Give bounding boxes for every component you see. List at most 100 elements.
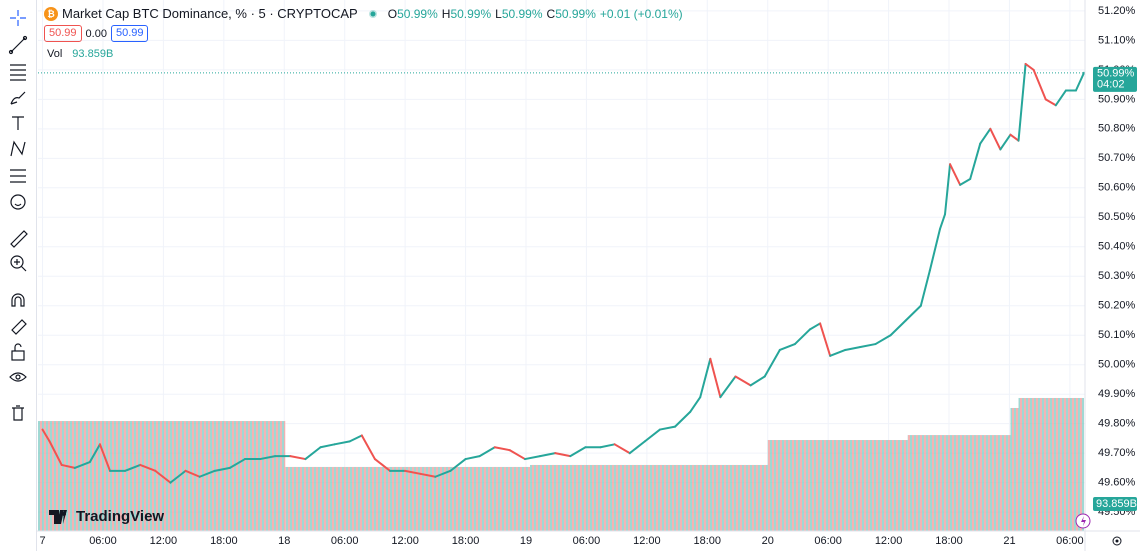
x-tick-label: 19	[520, 535, 532, 547]
x-tick-label: 18:00	[935, 535, 963, 547]
price-segment	[88, 443, 101, 464]
price-segment	[949, 163, 962, 186]
x-tick-label: 20	[762, 535, 774, 547]
text-tool[interactable]	[12, 116, 24, 130]
low-label: L	[495, 6, 502, 21]
x-tick-label: 06:00	[814, 535, 842, 547]
sell-button[interactable]: 50.99	[44, 25, 82, 42]
x-tick-label: 18	[278, 535, 290, 547]
price-segment	[478, 446, 496, 458]
price-segment	[1017, 62, 1027, 142]
volume-label: Vol	[47, 47, 63, 60]
x-tick-label: 21	[1003, 535, 1015, 547]
low-value: 50.99%	[501, 6, 543, 21]
trend-line-tool[interactable]	[8, 35, 28, 55]
legend-title-row: ₿ Market Cap BTC Dominance, % · 5 · CRYP…	[44, 5, 687, 22]
volume-bar	[1018, 397, 1084, 531]
y-tick-label: 51.10%	[1098, 34, 1136, 46]
open-label: O	[387, 6, 398, 21]
volume-value: 93.859B	[72, 47, 114, 60]
x-tick-label: 06:00	[331, 535, 359, 547]
bitcoin-icon: ₿	[44, 6, 58, 21]
countdown-label: 04:02	[1097, 79, 1125, 91]
price-segment	[259, 455, 277, 461]
crosshair-tool[interactable]	[10, 10, 26, 26]
x-tick-label: 06:00	[1056, 535, 1084, 547]
price-segment	[1054, 89, 1067, 107]
price-segment	[154, 469, 172, 484]
price-segment	[819, 322, 832, 357]
last-price-label: 50.99%	[1097, 68, 1135, 80]
last-price-box	[1093, 66, 1137, 92]
price-segment	[943, 163, 952, 216]
x-tick-label: 06:00	[573, 535, 601, 547]
ruler-tool[interactable]	[10, 230, 28, 248]
price-segment	[658, 425, 677, 431]
close-value: 50.99%	[555, 6, 596, 21]
delete-tool[interactable]	[12, 405, 24, 421]
price-segment	[938, 213, 946, 231]
price-segment	[793, 328, 812, 346]
magnet-tool[interactable]	[11, 293, 25, 307]
price-segment	[844, 346, 862, 351]
change-value: +0.01 (+0.01%)	[599, 6, 683, 21]
price-segment	[554, 452, 572, 458]
volume-bar	[907, 435, 1011, 531]
fib-tool[interactable]	[10, 64, 26, 81]
price-segment	[98, 443, 112, 472]
lock-draw-tool[interactable]	[11, 319, 27, 335]
x-tick-label: 7	[39, 535, 45, 547]
brush-tool[interactable]	[10, 91, 26, 105]
x-tick-label: 12:00	[875, 535, 903, 547]
y-tick-label: 49.80%	[1098, 418, 1136, 430]
y-tick-label: 50.20%	[1098, 300, 1136, 312]
x-tick-label: 18:00	[694, 535, 722, 547]
volume-last-label: 93.859B	[1096, 498, 1137, 510]
price-segment	[569, 446, 587, 458]
price-segment	[969, 142, 982, 180]
price-segment	[699, 357, 712, 399]
price-segment	[404, 469, 422, 475]
price-segment	[213, 466, 231, 472]
y-tick-label: 50.80%	[1098, 123, 1136, 135]
price-segment	[628, 440, 646, 455]
price-segment	[928, 228, 941, 272]
buy-button[interactable]: 50.99	[110, 25, 149, 42]
alert-button[interactable]	[1075, 513, 1091, 529]
price-segment	[124, 463, 142, 472]
price-segment	[360, 434, 376, 461]
price-segment	[959, 177, 972, 186]
price-segment	[1032, 68, 1047, 101]
volume-last-box	[1093, 497, 1137, 511]
settings-button[interactable]	[1112, 536, 1122, 546]
price-segment	[523, 455, 542, 461]
high-value: 50.99%	[450, 6, 492, 21]
price-segment	[734, 375, 752, 387]
y-tick-label: 49.60%	[1098, 477, 1136, 489]
x-tick-label: 12:00	[633, 535, 661, 547]
price-segment	[613, 443, 631, 455]
lock-tool[interactable]	[11, 343, 25, 361]
price-segment	[989, 127, 1002, 151]
price-segment	[719, 375, 737, 399]
price-segment	[763, 348, 781, 378]
price-segment	[1009, 133, 1020, 142]
price-segment	[373, 458, 392, 472]
price-segment	[979, 127, 992, 145]
prediction-tool[interactable]	[10, 169, 26, 183]
price-segment	[73, 461, 91, 469]
volume-bar	[1010, 407, 1019, 531]
price-segment	[304, 446, 322, 461]
emoji-tool[interactable]	[10, 194, 26, 210]
price-segment	[60, 463, 76, 469]
price-segment	[889, 319, 907, 337]
price-segment	[348, 434, 363, 443]
price-segment	[1074, 71, 1085, 92]
visibility-tool[interactable]	[9, 372, 27, 382]
price-segment	[464, 455, 481, 461]
price-segment	[333, 440, 351, 446]
zoom-tool[interactable]	[10, 255, 27, 272]
pattern-tool[interactable]	[10, 140, 26, 157]
y-tick-label: 50.10%	[1098, 329, 1136, 341]
high-label: H	[441, 6, 451, 21]
